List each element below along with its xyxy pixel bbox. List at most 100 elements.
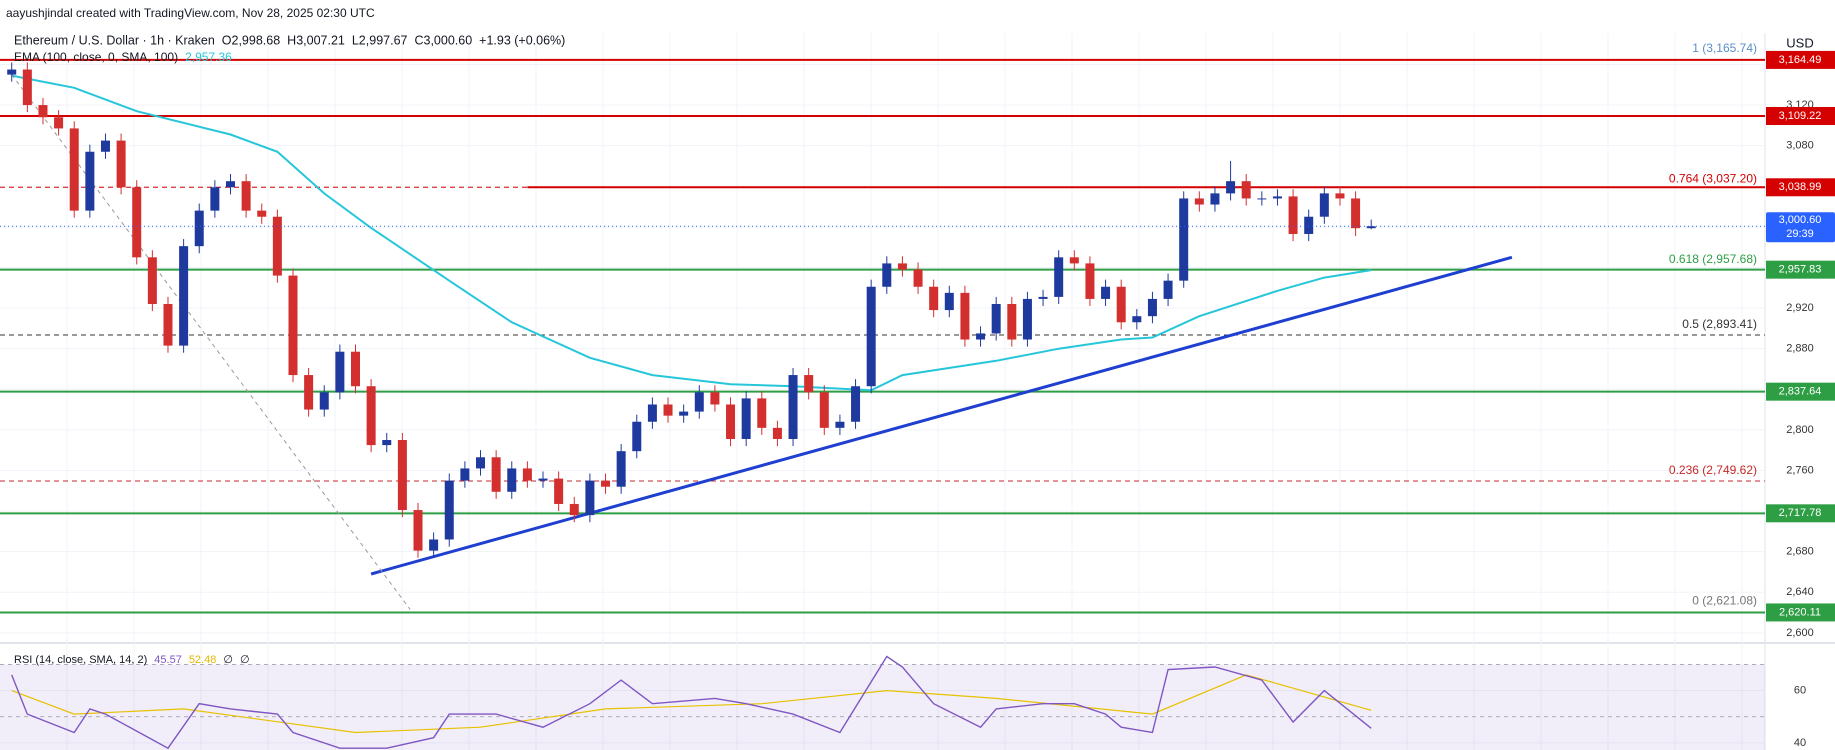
- level-tag-label: 2,717.78: [1779, 507, 1822, 519]
- candle-body: [601, 480, 611, 487]
- candle-body: [429, 539, 439, 551]
- rsi-legend: ∅: [240, 654, 250, 666]
- y-tick-label: 2,760: [1786, 464, 1814, 476]
- candle-body: [1038, 296, 1048, 299]
- candle-body: [1116, 286, 1126, 323]
- candle-body: [179, 246, 189, 346]
- rsi-sma-line: [11, 674, 1372, 734]
- ema-legend-value: 2,957.36: [185, 50, 232, 64]
- candle-body: [319, 392, 329, 410]
- candle-body: [835, 421, 845, 428]
- candle-body: [1304, 216, 1314, 234]
- ohlc-value: L2,997.67: [352, 33, 408, 47]
- level-tag: [1766, 260, 1835, 279]
- currency: USD: [1786, 35, 1813, 50]
- ohlc-value: C3,000.60: [414, 33, 472, 47]
- candle-body: [522, 468, 532, 481]
- y-tick-label: 2,920: [1786, 302, 1814, 314]
- last-price-tag: [1766, 212, 1835, 243]
- y-tick-label: 2,640: [1786, 586, 1814, 598]
- candle-body: [1226, 181, 1236, 194]
- candle-body: [1319, 193, 1329, 217]
- level-tag-label: 2,837.64: [1779, 386, 1822, 398]
- rsi-legend: ∅: [223, 654, 233, 666]
- candle-body: [210, 187, 220, 211]
- candle-body: [460, 468, 470, 481]
- y-tick-label: 2,800: [1786, 424, 1814, 436]
- candle-body: [1241, 181, 1251, 199]
- candle-body: [335, 351, 345, 393]
- candle-body: [851, 386, 861, 422]
- rsi-line: [11, 655, 1372, 750]
- candle-body: [694, 392, 704, 412]
- candle-body: [507, 468, 517, 492]
- candle-body: [194, 210, 204, 247]
- candle-body: [413, 510, 423, 551]
- candle-body: [366, 386, 376, 446]
- ohlc-value: H3,007.21: [287, 33, 345, 47]
- candle-body: [1194, 198, 1204, 205]
- candle-body: [1210, 193, 1220, 205]
- candle-body: [1272, 196, 1282, 199]
- candle-body: [944, 292, 954, 311]
- level-tag: [1766, 178, 1835, 197]
- candle-body: [85, 151, 95, 211]
- rsi-tick-label: 60: [1794, 684, 1806, 696]
- candle-body: [288, 275, 298, 376]
- trendline: [11, 74, 411, 610]
- candle-body: [304, 375, 314, 410]
- candle-body: [804, 375, 814, 393]
- candle-body: [272, 216, 282, 276]
- candle-body: [1132, 316, 1142, 323]
- candle-body: [491, 457, 501, 492]
- candle-body: [913, 269, 923, 287]
- candle-body: [710, 392, 720, 405]
- candle-body: [397, 440, 407, 511]
- candle-body: [819, 392, 829, 428]
- candle-body: [1022, 298, 1032, 340]
- candle-body: [69, 128, 79, 211]
- price-axis: 2,6002,6402,6802,7202,7602,8002,8402,880…: [1766, 50, 1835, 749]
- candle-body: [100, 140, 110, 152]
- level-tag-label: 2,620.11: [1779, 606, 1821, 618]
- candle-body: [132, 187, 142, 258]
- candle-body: [554, 478, 564, 504]
- candle-body: [1163, 280, 1173, 299]
- candle-body: [679, 411, 689, 416]
- y-tick-label: 2,680: [1786, 546, 1814, 558]
- fib-label: 0 (2,621.08): [1692, 594, 1757, 608]
- series-title: Ethereum / U.S. Dollar · 1h · Kraken: [14, 33, 215, 47]
- level-tag: [1766, 107, 1835, 126]
- candle-body: [1335, 193, 1345, 199]
- candle-body: [929, 286, 939, 311]
- level-tag: [1766, 382, 1835, 401]
- candle-body: [585, 480, 595, 516]
- candle-body: [1366, 226, 1376, 229]
- candle-body: [632, 421, 642, 452]
- candle-body: [741, 398, 751, 439]
- candle-body: [616, 451, 626, 487]
- candle-body: [757, 398, 767, 428]
- candle-body: [882, 263, 892, 287]
- candle-body: [538, 478, 548, 481]
- rsi-legend: 52.48: [189, 654, 217, 666]
- candle-body: [569, 503, 579, 516]
- y-tick-label: 2,600: [1786, 627, 1814, 639]
- y-tick-label: 2,880: [1786, 343, 1814, 355]
- fib-label: 0.5 (2,893.41): [1682, 317, 1757, 331]
- level-tag-label: 2,957.83: [1779, 264, 1822, 276]
- candle-body: [1069, 257, 1079, 264]
- candle-body: [991, 304, 1001, 334]
- candle-body: [866, 286, 876, 387]
- ohlc-value: O2,998.68: [222, 33, 280, 47]
- candle-body: [116, 140, 126, 188]
- candle-body: [1085, 263, 1095, 299]
- candle-body: [1054, 257, 1064, 297]
- candle-body: [444, 480, 454, 540]
- candle-body: [663, 404, 673, 416]
- level-tag: [1766, 504, 1835, 523]
- candle-body: [1101, 286, 1111, 299]
- candle-body: [163, 304, 173, 346]
- fib-label: 0.236 (2,749.62): [1669, 463, 1757, 477]
